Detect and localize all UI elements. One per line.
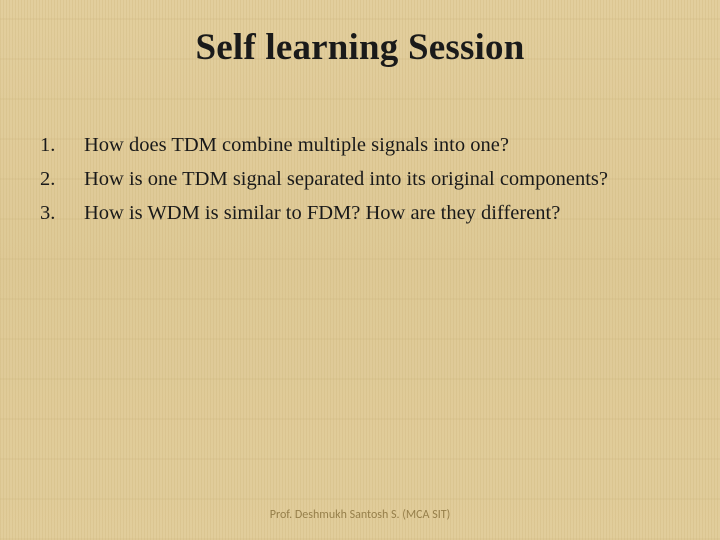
list-item: 3. How is WDM is similar to FDM? How are… [40,200,690,227]
list-item-number: 2. [40,166,84,193]
slide-footer: Prof. Deshmukh Santosh S. (MCA SIT) [0,508,720,522]
slide-title: Self learning Session [0,26,720,69]
list-item: 1. How does TDM combine multiple signals… [40,132,690,159]
list-item-text: How is WDM is similar to FDM? How are th… [84,200,690,227]
list-item-number: 1. [40,132,84,159]
list-item-text: How is one TDM signal separated into its… [84,166,690,193]
list-item: 2. How is one TDM signal separated into … [40,166,690,193]
question-list: 1. How does TDM combine multiple signals… [40,132,690,234]
list-item-text: How does TDM combine multiple signals in… [84,132,690,159]
list-item-number: 3. [40,200,84,227]
